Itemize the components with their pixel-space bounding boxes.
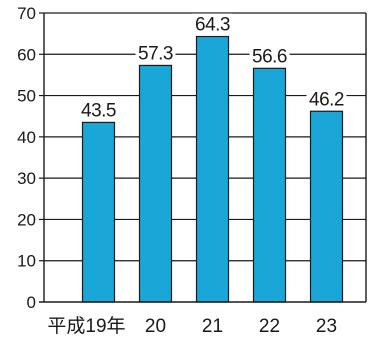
data-labels: 43.5 57.3 64.3 56.6 46.2 [78,13,347,121]
y-tick-label: 60 [17,45,36,64]
data-label-background [135,42,176,63]
x-tick-label: 20 [145,316,166,337]
data-label: 57.3 [138,43,173,64]
data-label-background [78,99,119,120]
bar-2 [138,64,173,303]
y-tick-label: 10 [17,252,36,271]
bar-1 [81,121,116,303]
x-tick-label: 21 [202,316,223,337]
y-tick-label: 30 [17,169,36,188]
data-label: 64.3 [195,15,230,36]
data-label: 56.6 [252,46,287,67]
bars [81,35,344,303]
y-tick-label: 40 [17,128,36,147]
x-tick-label: 22 [259,316,280,337]
bar-3 [195,35,230,303]
data-label-background [249,45,290,66]
bar-4 [252,67,287,303]
y-tick-labels: 0 10 20 30 40 50 60 70 [17,4,36,312]
bar-5 [309,110,344,303]
x-tick-labels: 平成19年 20 21 22 23 [47,315,337,337]
data-label-background [306,88,347,109]
y-tick-label: 50 [17,87,36,106]
y-tick-label: 70 [17,4,36,23]
x-tick-label: 23 [316,316,337,337]
data-label: 43.5 [81,100,116,121]
axes [39,12,367,303]
y-tick-label: 20 [17,210,36,229]
data-label-background [192,13,233,34]
data-label: 46.2 [309,89,344,110]
y-tick-label: 0 [27,293,36,312]
x-tick-label: 平成19年 [47,315,125,337]
